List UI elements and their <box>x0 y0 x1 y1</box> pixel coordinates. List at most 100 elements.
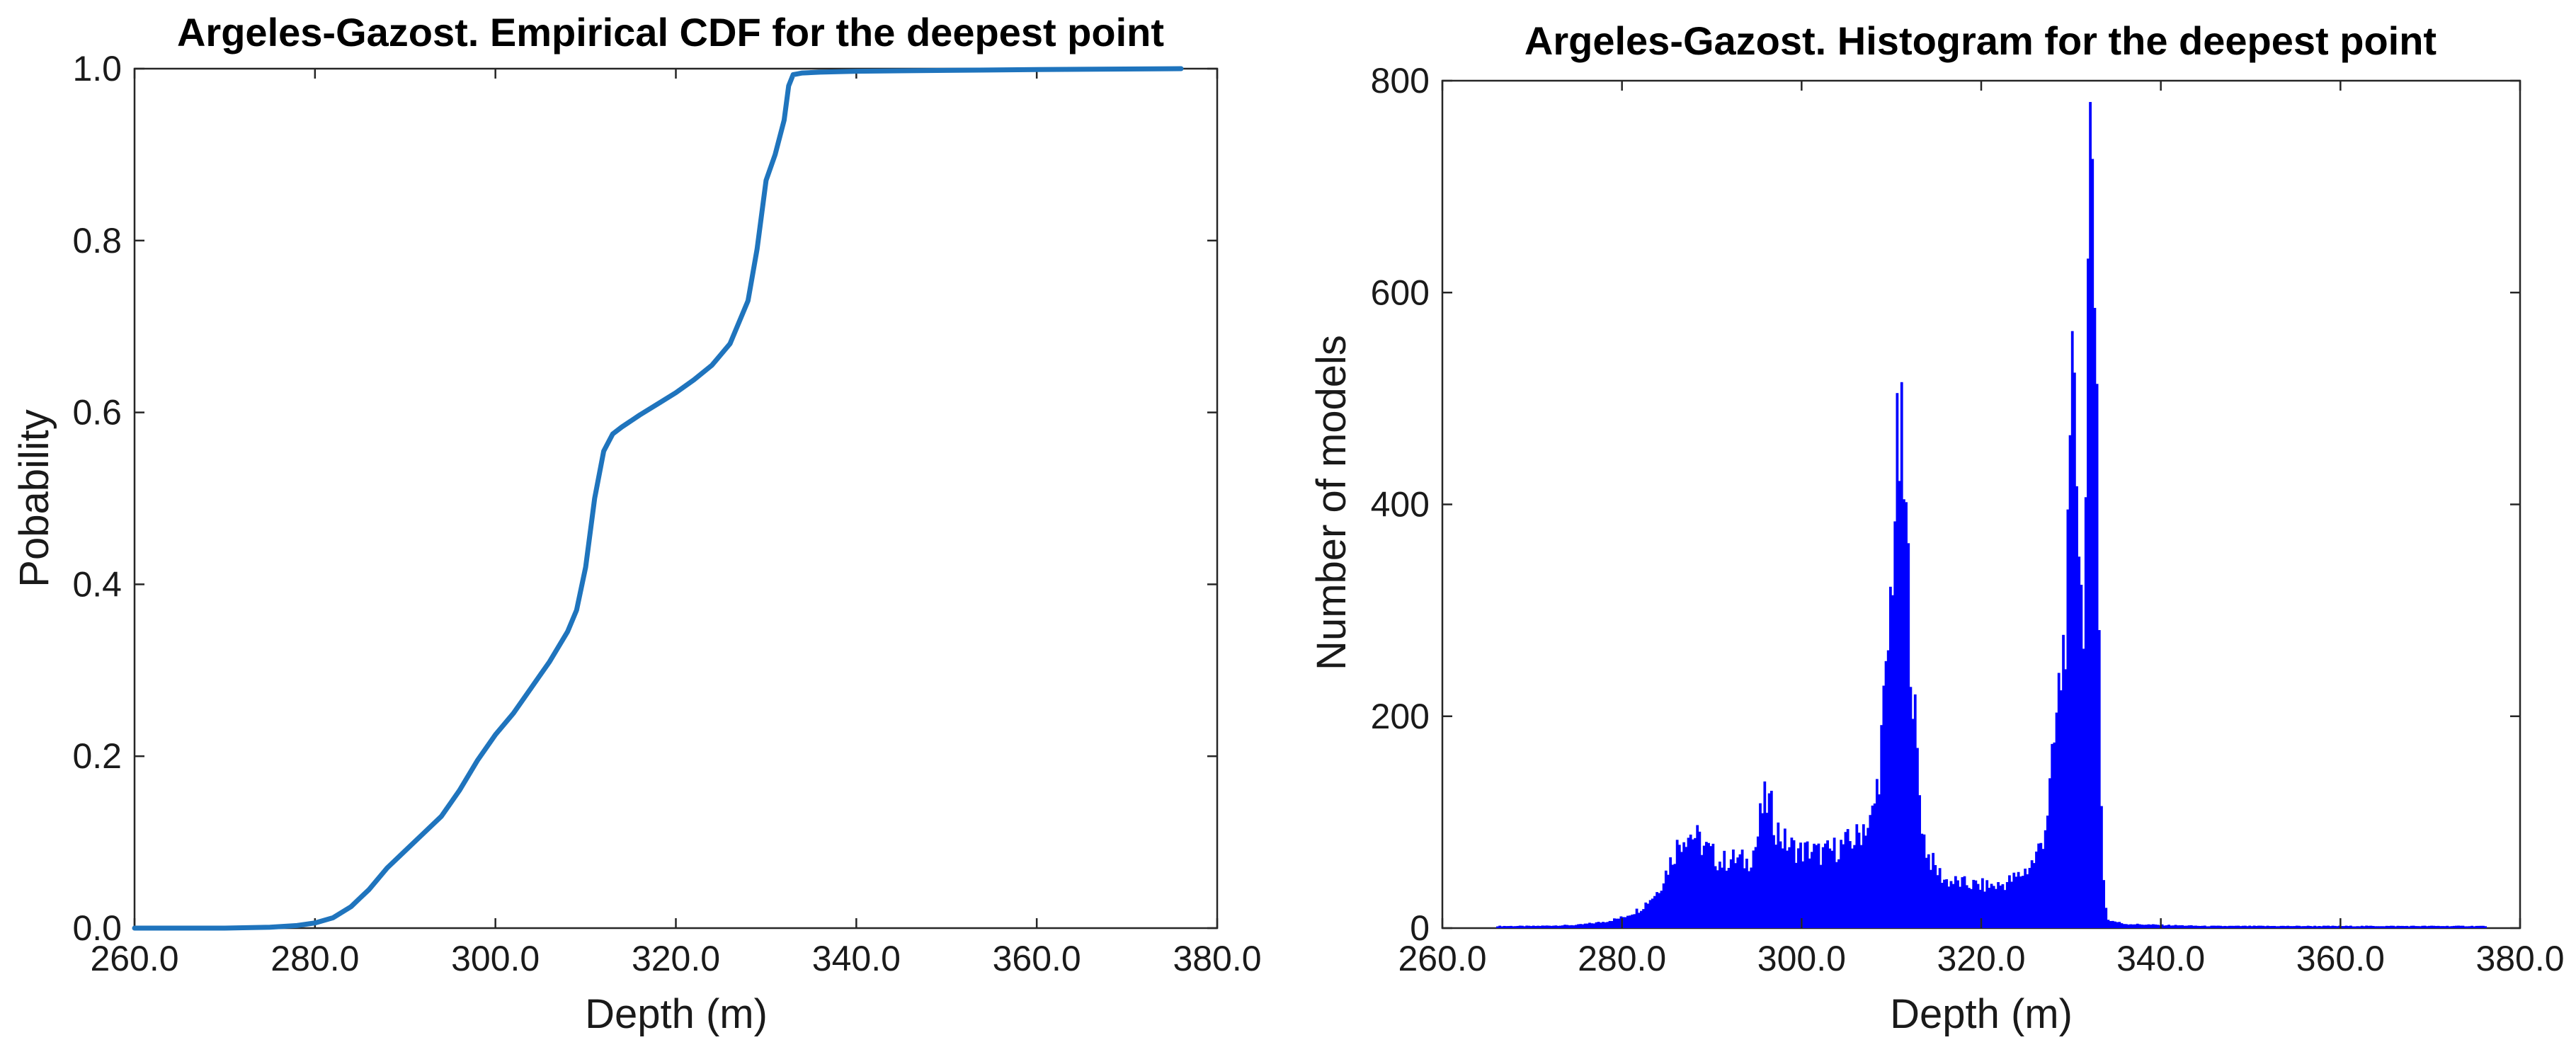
histogram-bar <box>1723 850 1726 928</box>
histogram-bar <box>1719 862 1721 928</box>
histogram-bar <box>1507 926 1510 928</box>
histogram-bar <box>2124 924 2128 928</box>
histogram-bar <box>2376 926 2379 928</box>
histogram-bar <box>2387 925 2390 928</box>
y-tick-label: 400 <box>1371 485 1430 525</box>
histogram-bar <box>1813 843 1816 928</box>
histogram-bar <box>1552 925 1556 928</box>
y-tick-label: 0 <box>1410 908 1430 948</box>
histogram-bar <box>1869 815 1872 928</box>
histogram-bar <box>1997 882 2000 928</box>
histogram-bar <box>2024 868 2027 928</box>
histogram-bar <box>1702 845 1706 928</box>
histogram-bar <box>2371 925 2375 928</box>
y-tick-label: 0.4 <box>72 564 122 604</box>
histogram-bar <box>2437 925 2440 928</box>
histogram-bar <box>2012 872 2016 928</box>
histogram-bar <box>2381 926 2384 928</box>
histogram-bar <box>1985 880 1989 928</box>
histogram-bar <box>2450 926 2454 928</box>
histogram-bar <box>2087 258 2090 928</box>
histogram-chart-title: Argeles-Gazost. Histogram for the deepes… <box>1524 18 2437 63</box>
histogram-bar <box>1671 864 1675 928</box>
histogram-bar <box>1880 725 1883 928</box>
histogram-bar <box>2461 925 2465 928</box>
histogram-bar <box>1637 913 1641 928</box>
histogram-bar <box>2289 926 2292 928</box>
histogram-bar <box>2078 556 2081 928</box>
histogram-bar <box>2053 742 2056 928</box>
histogram-bar <box>2340 926 2344 928</box>
histogram-bar <box>2219 925 2222 928</box>
histogram-bar <box>1729 859 1733 928</box>
histogram-bar <box>1855 824 1859 928</box>
histogram-bar <box>1635 908 1639 928</box>
histogram-bar <box>1918 795 1921 928</box>
histogram-chart: Argeles-Gazost. Histogram for the deepes… <box>1309 18 2565 1037</box>
histogram-bar <box>2333 925 2337 928</box>
histogram-bar <box>2194 925 2197 928</box>
histogram-bar <box>1853 845 1857 928</box>
histogram-bar <box>1626 915 1629 928</box>
histogram-bar <box>2026 874 2029 928</box>
histogram-bar <box>1736 857 1740 928</box>
histogram-bar <box>1842 844 1845 928</box>
histogram-bar <box>2417 926 2420 928</box>
y-tick-label: 1.0 <box>72 49 122 88</box>
histogram-bar <box>2172 925 2175 928</box>
histogram-bar <box>2452 925 2456 928</box>
histogram-bar <box>1610 921 1614 928</box>
histogram-bar <box>1558 925 1562 928</box>
histogram-bar <box>2189 925 2193 928</box>
histogram-bar <box>2432 925 2436 928</box>
histogram-bar <box>2136 923 2139 928</box>
histogram-bar <box>2264 926 2267 928</box>
histogram-bar <box>1622 917 1625 928</box>
histogram-bar <box>2230 925 2233 928</box>
histogram-bar <box>2434 925 2438 928</box>
histogram-bar <box>2439 926 2442 928</box>
histogram-bar <box>1884 661 1888 928</box>
x-tick-label: 280.0 <box>270 939 359 978</box>
histogram-bar <box>1754 847 1757 928</box>
histogram-bar <box>1680 852 1683 928</box>
histogram-bar <box>1640 910 1643 928</box>
histogram-bar <box>1694 837 1697 928</box>
histogram-bar <box>2138 924 2141 928</box>
histogram-bar <box>2468 926 2471 928</box>
histogram-bar <box>2425 926 2429 928</box>
histogram-bar <box>2114 921 2116 928</box>
histogram-bar <box>1685 847 1688 928</box>
histogram-bar <box>1588 922 1591 928</box>
histogram-bar <box>1595 922 1598 928</box>
histogram-bar <box>2111 920 2114 928</box>
histogram-bar <box>1772 835 1775 928</box>
histogram-bar <box>2221 926 2225 928</box>
histogram-bar <box>2284 926 2287 928</box>
histogram-bar <box>2120 923 2124 928</box>
histogram-bar <box>2064 669 2068 928</box>
histogram-bar <box>1956 880 1959 928</box>
histogram-bar <box>1655 892 1658 928</box>
y-tick-label: 600 <box>1371 273 1430 312</box>
x-tick-label: 320.0 <box>632 939 720 978</box>
histogram-bar <box>2017 871 2020 928</box>
histogram-bar <box>2266 925 2269 928</box>
histogram-bar <box>2279 925 2283 928</box>
histogram-bar <box>2100 806 2103 928</box>
histogram-bar <box>1922 834 1926 928</box>
x-tick-label: 380.0 <box>1173 939 1261 978</box>
cdf-chart: Argeles-Gazost. Empirical CDF for the de… <box>11 10 1262 1037</box>
histogram-bar <box>2410 925 2413 928</box>
histogram-bar <box>2208 926 2211 928</box>
histogram-bar <box>1716 870 1719 928</box>
cdf-x-axis: 260.0 280.0 300.0 320.0 340.0 360.0 380.0 <box>90 69 1262 978</box>
histogram-bar <box>2390 925 2393 928</box>
histogram-bar <box>1995 888 1997 928</box>
x-tick-label: 260.0 <box>1398 939 1486 978</box>
histogram-bar <box>2428 925 2431 928</box>
histogram-bar <box>2158 925 2162 928</box>
histogram-bar <box>2271 925 2274 928</box>
histogram-bar <box>1779 841 1782 928</box>
histogram-bar <box>2475 925 2478 928</box>
